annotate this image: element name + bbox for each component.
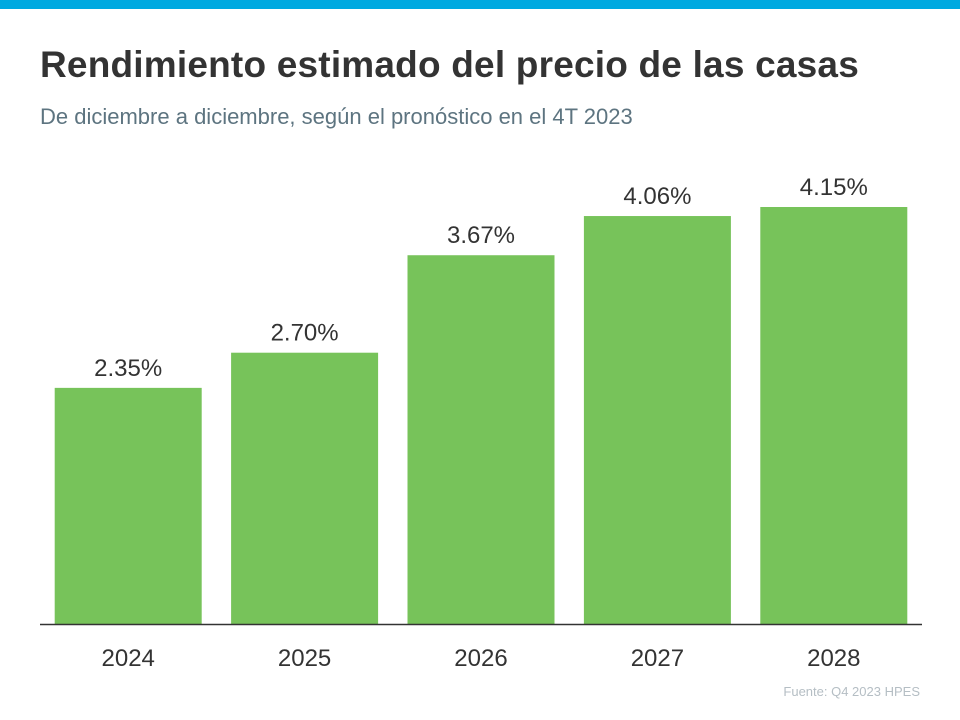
x-tick-label-2028: 2028 bbox=[807, 645, 860, 672]
x-tick-label-2027: 2027 bbox=[631, 645, 684, 672]
value-label-2027: 4.06% bbox=[623, 183, 691, 210]
x-tick-label-2026: 2026 bbox=[454, 645, 507, 672]
chart-subtitle: De diciembre a diciembre, según el pronó… bbox=[40, 104, 633, 129]
source-note: Fuente: Q4 2023 HPES bbox=[783, 684, 920, 699]
bar-2025 bbox=[231, 352, 379, 624]
x-tick-label-2025: 2025 bbox=[278, 645, 331, 672]
value-label-2026: 3.67% bbox=[447, 222, 515, 249]
value-label-2028: 4.15% bbox=[800, 174, 868, 201]
bar-2028 bbox=[760, 207, 908, 624]
bar-2027 bbox=[583, 216, 731, 624]
bar-2026 bbox=[407, 255, 555, 624]
x-tick-label-2024: 2024 bbox=[102, 645, 155, 672]
chart-title: Rendimiento estimado del precio de las c… bbox=[40, 44, 859, 85]
value-label-2025: 2.70% bbox=[271, 320, 339, 347]
value-label-2024: 2.35% bbox=[94, 355, 162, 382]
bar-2024 bbox=[54, 387, 202, 624]
top-accent-bar bbox=[0, 0, 960, 9]
